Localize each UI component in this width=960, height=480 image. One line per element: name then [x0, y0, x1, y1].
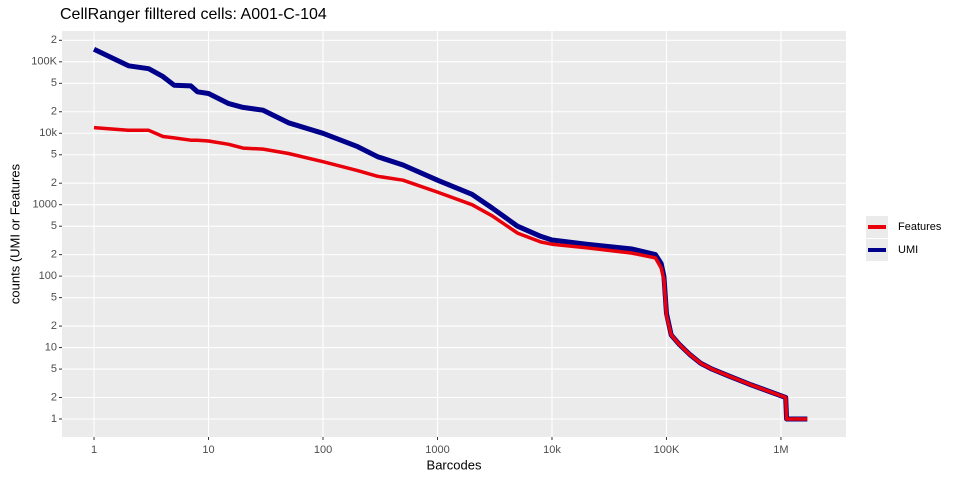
y-tick-label: 10	[45, 341, 57, 353]
y-tick-label: 5	[51, 149, 57, 161]
y-tick-label: 100K	[31, 56, 57, 68]
x-axis-label: Barcodes	[427, 457, 482, 472]
y-axis-label: counts (UMI or Features	[7, 163, 22, 304]
y-tick-label: 1000	[33, 199, 57, 211]
x-tick-label: 10	[202, 444, 214, 456]
y-tick-label: 5	[51, 363, 57, 375]
y-tick-label: 1	[51, 413, 57, 425]
x-tick-label: 100K	[654, 444, 680, 456]
y-tick-label: 5	[51, 220, 57, 232]
x-tick-label: 1	[91, 444, 97, 456]
y-tick-label: 2	[51, 34, 57, 46]
y-tick-label: 2	[51, 391, 57, 403]
chart-title: CellRanger filltered cells: A001-C-104	[60, 6, 327, 23]
legend-label: Features	[898, 221, 942, 233]
series-line	[93, 125, 808, 421]
x-tick-label: 1000	[425, 444, 449, 456]
x-tick-label: 10k	[543, 444, 561, 456]
x-tick-label: 1M	[773, 444, 788, 456]
legend-label: UMI	[898, 244, 918, 256]
y-tick-label: 5	[51, 77, 57, 89]
y-tick-label: 2	[51, 249, 57, 261]
y-tick-label: 10k	[39, 127, 57, 139]
y-tick-label: 100	[39, 270, 57, 282]
y-tick-label: 2	[51, 177, 57, 189]
y-tick-label: 2	[51, 320, 57, 332]
x-tick-label: 100	[314, 444, 332, 456]
y-tick-label: 5	[51, 292, 57, 304]
y-tick-label: 2	[51, 106, 57, 118]
